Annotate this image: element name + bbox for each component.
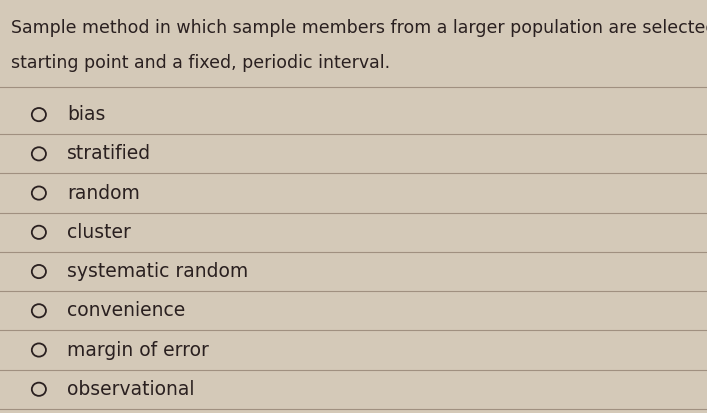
Text: convenience: convenience [67,301,185,320]
Text: observational: observational [67,380,194,399]
Text: stratified: stratified [67,144,151,164]
Text: starting point and a fixed, periodic interval.: starting point and a fixed, periodic int… [11,54,390,72]
Text: margin of error: margin of error [67,340,209,360]
Text: systematic random: systematic random [67,262,248,281]
Text: cluster: cluster [67,223,131,242]
Text: Sample method in which sample members from a larger population are selected per : Sample method in which sample members fr… [11,19,707,37]
Text: random: random [67,183,140,203]
Text: bias: bias [67,105,105,124]
